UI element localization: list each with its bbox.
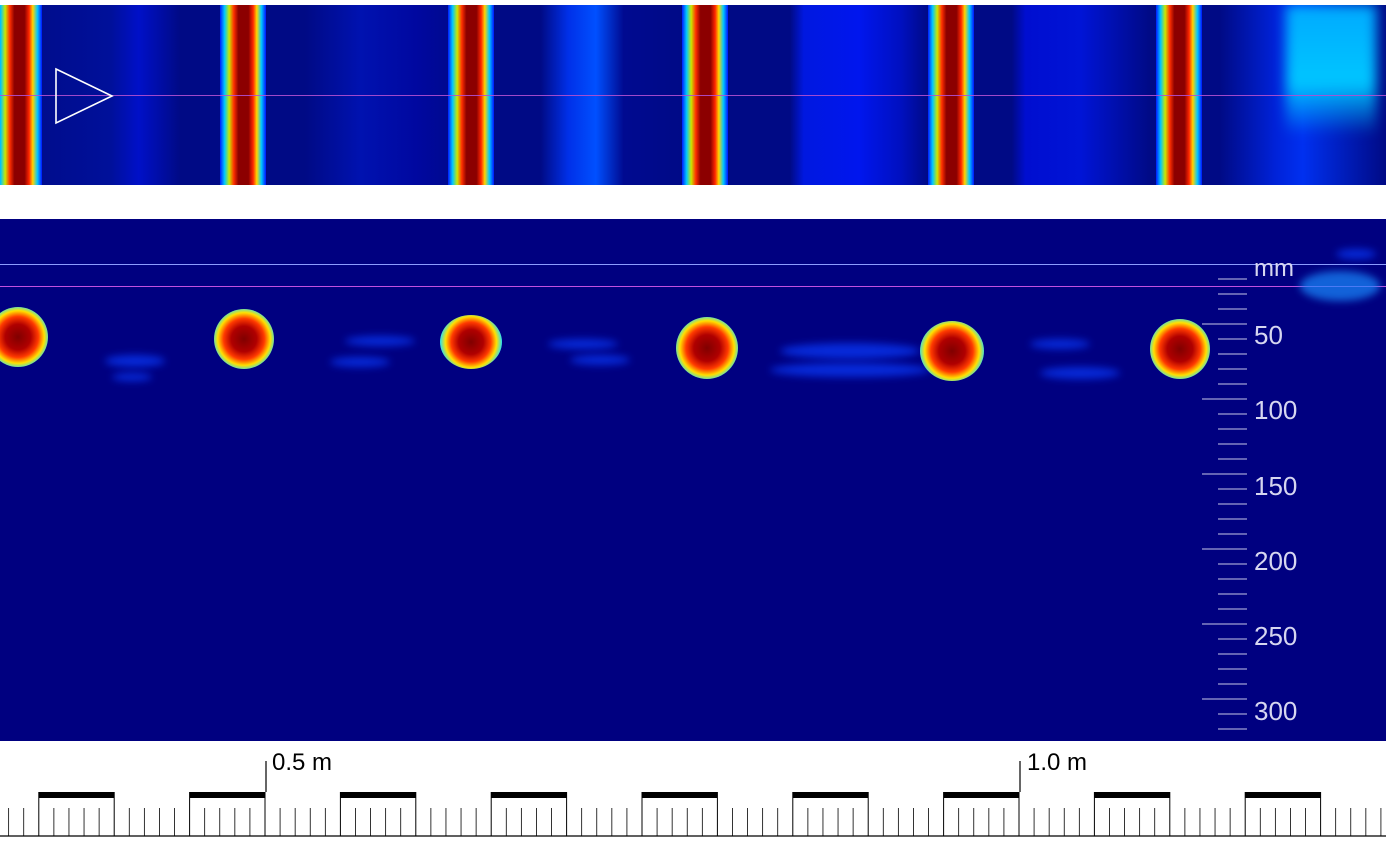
ruler-bar <box>642 792 718 798</box>
play-triangle-icon[interactable] <box>54 67 116 129</box>
depth-label: 250 <box>1254 621 1298 651</box>
depth-label: 200 <box>1254 546 1298 576</box>
ruler-label: 1.0 m <box>1027 749 1088 776</box>
plan-anomaly <box>1286 5 1376 135</box>
ruler-bar <box>491 792 567 798</box>
depth-label: 150 <box>1254 471 1298 501</box>
plan-view-heatmap <box>0 5 1386 185</box>
rebar-target <box>440 315 502 369</box>
ruler-ticks <box>0 761 1386 837</box>
reflection-streak <box>1040 367 1120 379</box>
rebar-target <box>1150 319 1210 379</box>
rebar-target <box>0 307 48 367</box>
reflection-streak <box>112 373 152 381</box>
ruler-bar <box>1245 792 1321 798</box>
distance-ruler: 0.5 m 1.0 m <box>0 741 1386 841</box>
reflection-streak <box>105 355 165 367</box>
section-view-heatmap: mm 50 100 150 200 250 300 <box>0 219 1386 741</box>
rebar-target <box>676 317 738 379</box>
reflection-streak <box>570 355 630 365</box>
ruler-bar <box>943 792 1019 798</box>
depth-label: 100 <box>1254 395 1298 425</box>
ruler-bar <box>792 792 869 798</box>
reflection-streak <box>1336 249 1376 259</box>
ruler-bar <box>340 792 416 798</box>
section-guide-line <box>0 264 1386 265</box>
rebar-target <box>920 321 984 381</box>
ruler-bar <box>189 792 265 798</box>
reflection-streak <box>330 357 390 367</box>
depth-label: 300 <box>1254 696 1298 726</box>
reflection-streak <box>548 339 618 349</box>
reflection-streak <box>1300 271 1380 301</box>
ruler-bar <box>38 792 115 798</box>
plan-cursor-line <box>0 95 1386 96</box>
section-cursor-line <box>0 286 1386 287</box>
rebar-target <box>214 309 274 369</box>
reflection-streak <box>770 363 930 377</box>
ruler-label: 0.5 m <box>272 749 333 776</box>
reflection-streak <box>345 336 415 346</box>
reflection-streak <box>1030 339 1090 349</box>
depth-scale <box>1202 278 1247 730</box>
depth-unit-label: mm <box>1254 255 1294 282</box>
depth-label: 50 <box>1254 320 1283 350</box>
ruler-bar <box>1094 792 1170 798</box>
reflection-streak <box>780 343 920 359</box>
